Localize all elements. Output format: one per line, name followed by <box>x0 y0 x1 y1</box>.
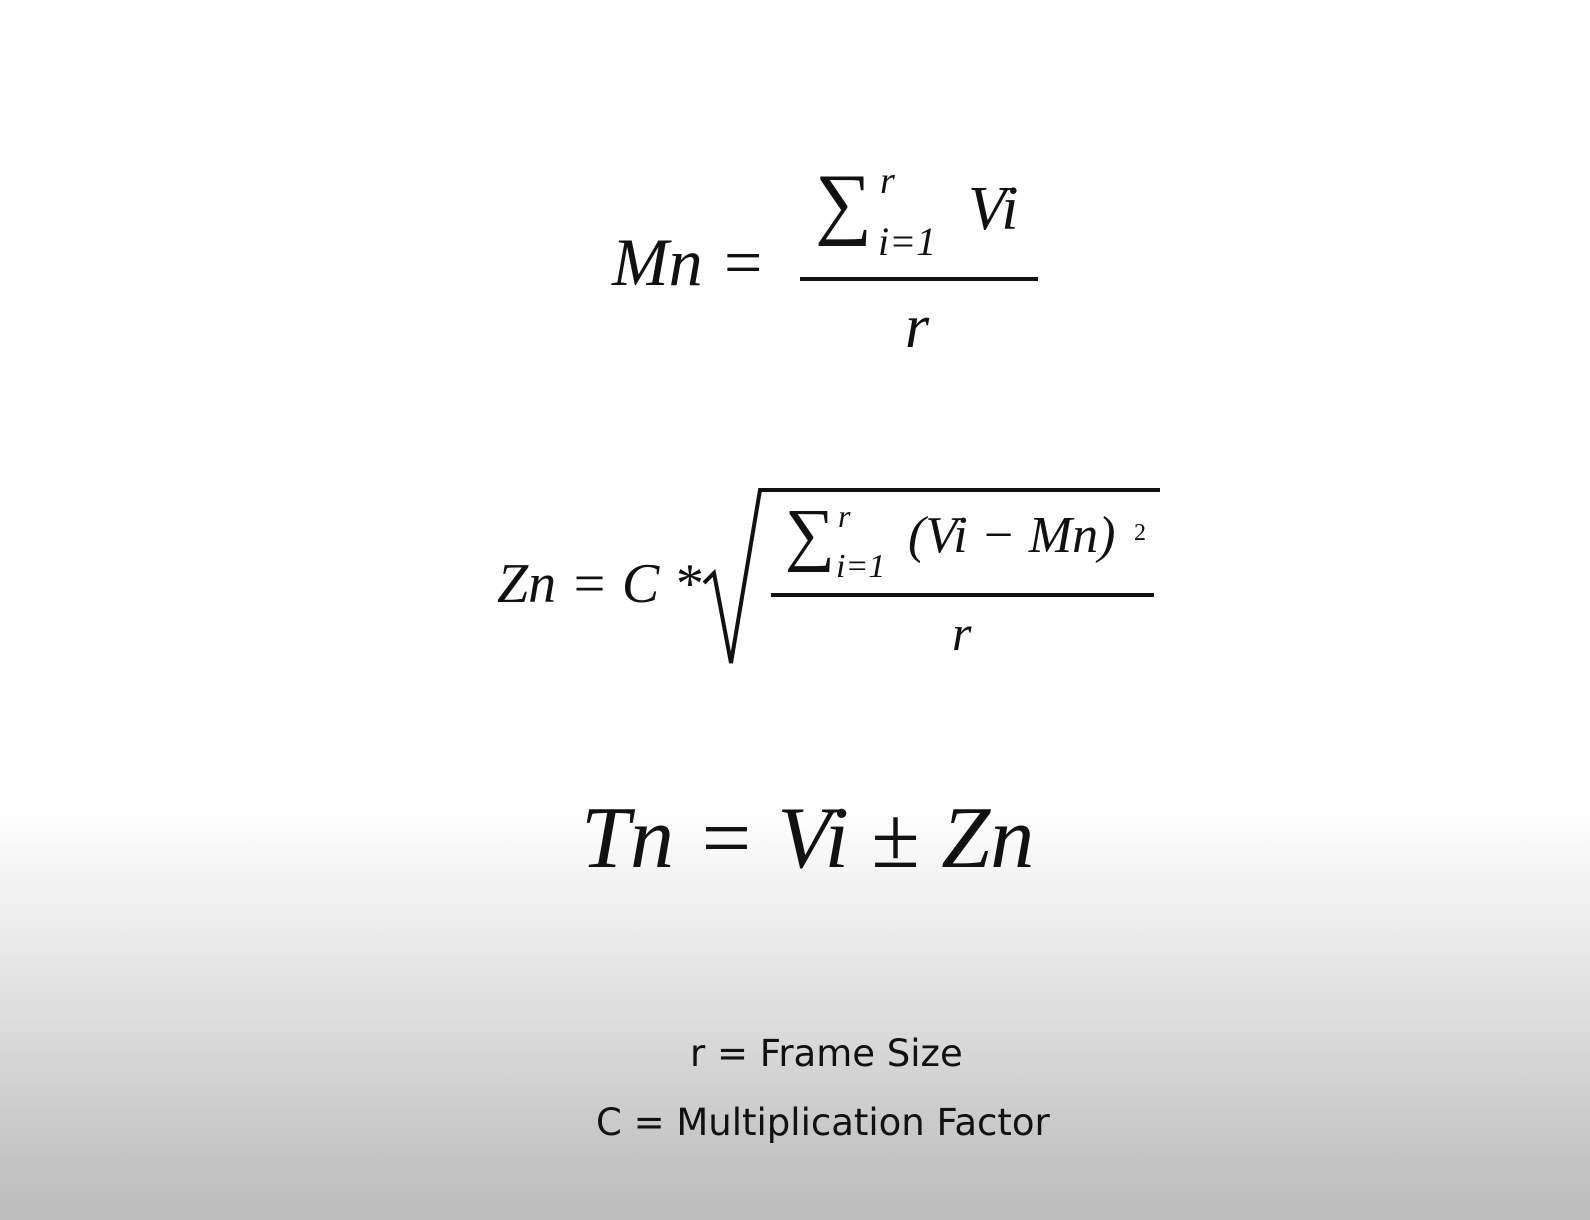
equation-bound: Tn = Vi ± Zn <box>581 790 1035 887</box>
legend-multiplication-factor: C = Multiplication Factor <box>596 1101 1050 1144</box>
mean-upper-limit: r <box>880 160 895 202</box>
threshold-sigma: ∑ <box>785 496 835 573</box>
mean-sigma: ∑ <box>815 159 873 247</box>
threshold-summand: (Vi − Mn) <box>908 507 1116 564</box>
mean-summand: Vi <box>968 175 1019 243</box>
radical-sign <box>702 488 1160 664</box>
mean-lower-limit: i=1 <box>878 219 937 264</box>
legend-frame-size: r = Frame Size <box>690 1032 963 1075</box>
mean-fraction-bar <box>800 277 1038 281</box>
threshold-lower-limit: i=1 <box>836 548 886 585</box>
threshold-upper-limit: r <box>838 498 851 534</box>
threshold-denominator: r <box>952 605 972 661</box>
mean-lhs: Mn = <box>612 224 766 300</box>
threshold-lhs: Zn = C * <box>497 553 702 615</box>
mean-denominator: r <box>905 293 930 361</box>
threshold-exponent: 2 <box>1134 520 1146 546</box>
threshold-fraction-bar <box>771 593 1154 597</box>
